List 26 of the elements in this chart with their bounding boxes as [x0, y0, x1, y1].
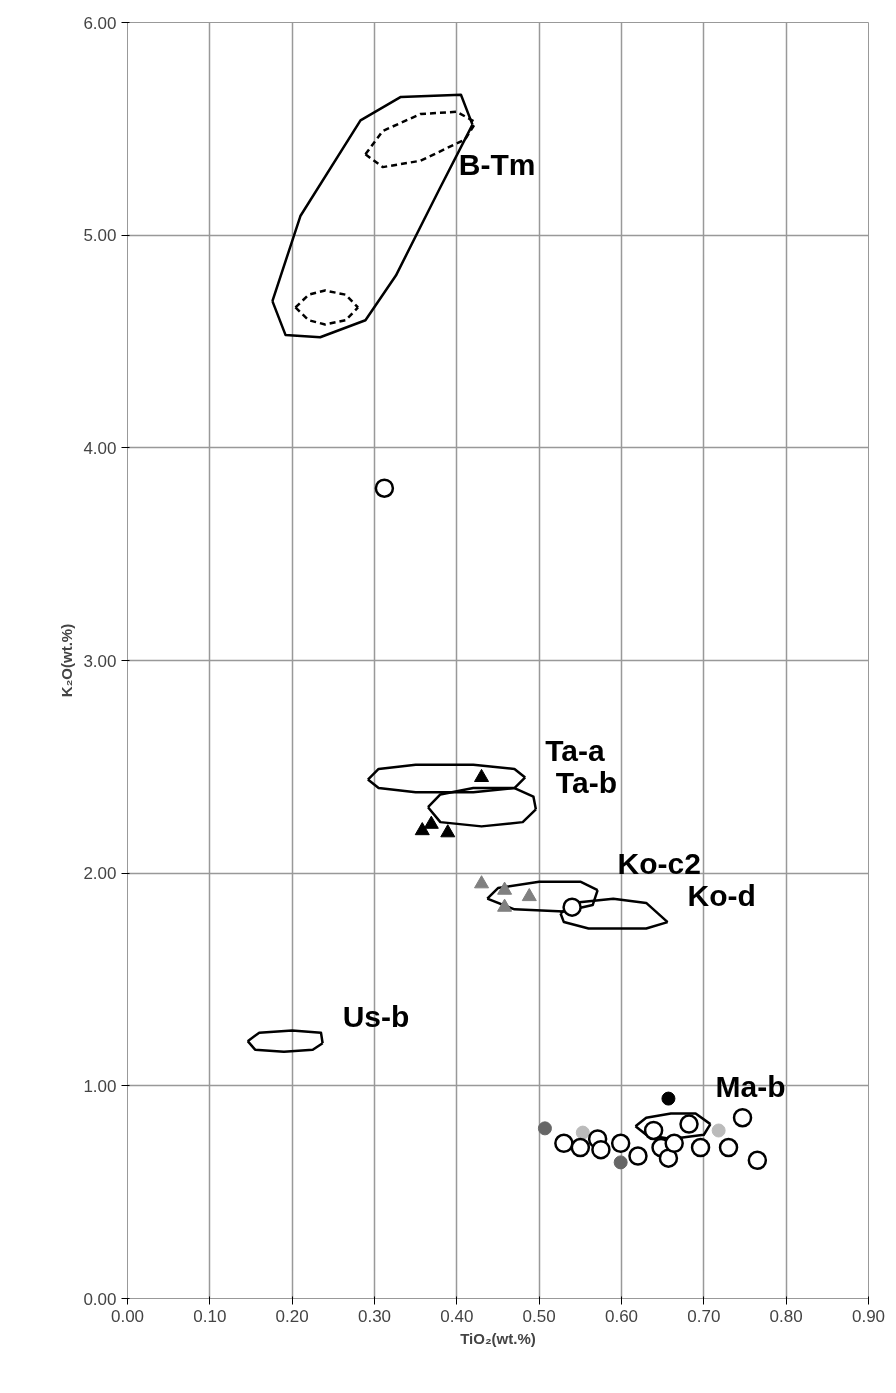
x-tick-label: 0.60 [604, 1306, 639, 1326]
y-tick-label: 4.00 [83, 438, 117, 458]
x-tick-label: 0.90 [851, 1306, 886, 1326]
y-tick-label: 3.00 [83, 651, 117, 671]
x-tick-label: 0.70 [687, 1306, 721, 1326]
x-axis-title: TiO₂(wt.%) [460, 1329, 536, 1347]
x-tick-label: 0.10 [193, 1306, 227, 1326]
y-tick-label: 1.00 [83, 1076, 117, 1096]
y-tick-label: 6.00 [83, 13, 117, 33]
x-tick-label: 0.00 [110, 1306, 145, 1326]
x-tick-label: 0.50 [522, 1306, 556, 1326]
y-tick-label: 0.00 [83, 1289, 117, 1309]
annotation: Ta-b [555, 766, 617, 800]
y-tick-label: 5.00 [83, 226, 117, 246]
annotation: Ta-a [545, 734, 605, 768]
x-tick-label: 0.20 [275, 1306, 309, 1326]
y-axis-title: K₂O(wt.%) [58, 623, 76, 698]
annotation: Ko-d [687, 879, 756, 913]
annotation: Us-b [342, 1000, 410, 1034]
annotation: B-Tm [458, 147, 536, 181]
y-tick-label: 2.00 [83, 864, 117, 884]
x-tick-label: 0.40 [440, 1306, 474, 1326]
annotation: Ma-b [715, 1070, 786, 1104]
x-tick-label: 0.30 [357, 1306, 392, 1326]
annotation: Ko-c2 [617, 847, 701, 881]
x-tick-label: 0.80 [769, 1306, 803, 1326]
